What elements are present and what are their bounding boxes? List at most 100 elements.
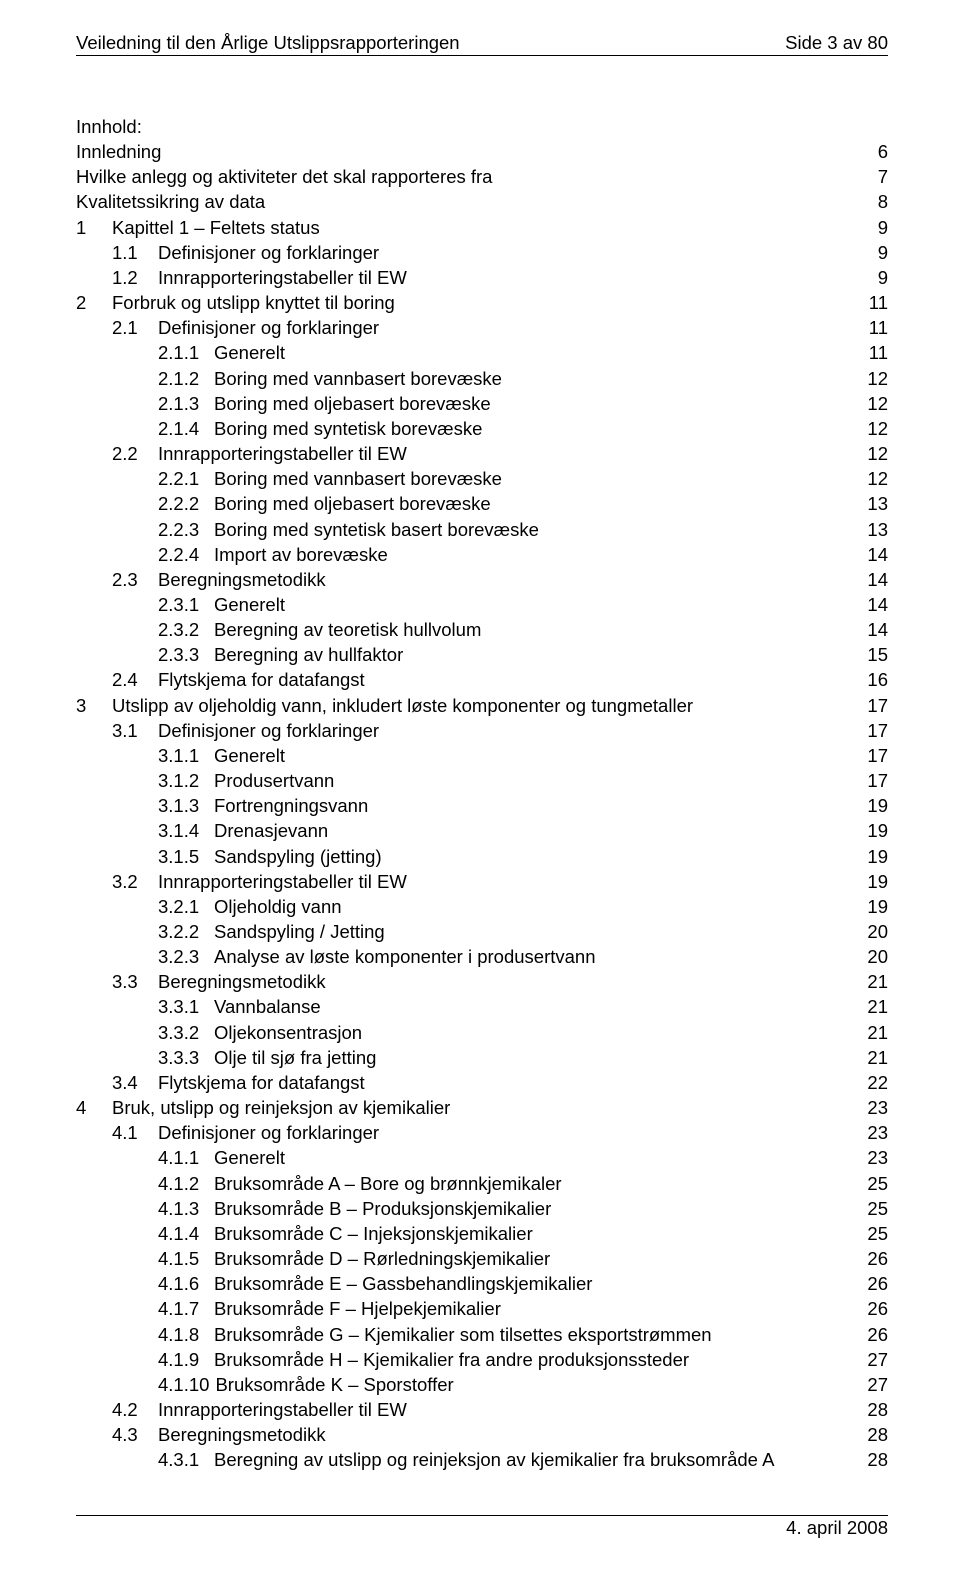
toc-section-number: 3.2.2 <box>158 919 214 944</box>
toc-page-number: 26 <box>862 1296 888 1321</box>
toc-section-number: 3.1 <box>112 718 158 743</box>
toc-entry: 2.2.2Boring med oljebasert borevæske13 <box>76 491 888 516</box>
toc-page-number: 9 <box>862 265 888 290</box>
toc-page-number: 23 <box>862 1095 888 1120</box>
toc-section-number: 3.1.4 <box>158 818 214 843</box>
toc-page-number: 14 <box>862 617 888 642</box>
toc-label: Produsertvann <box>214 768 334 793</box>
toc-page-number: 23 <box>862 1120 888 1145</box>
toc-page-number: 28 <box>862 1447 888 1472</box>
toc-page-number: 17 <box>862 718 888 743</box>
toc-entry: 4.1.9Bruksområde H – Kjemikalier fra and… <box>76 1347 888 1372</box>
toc-label: Import av borevæske <box>214 542 388 567</box>
toc-entry: 4.1.1Generelt 23 <box>76 1145 888 1170</box>
page-header: Veiledning til den Årlige Utslippsrappor… <box>76 32 888 56</box>
toc-section-number: 4.1.2 <box>158 1171 214 1196</box>
toc-section-number: 2.1.1 <box>158 340 214 365</box>
toc-page-number: 19 <box>862 894 888 919</box>
toc-label: Bruksområde B – Produksjonskjemikalier <box>214 1196 551 1221</box>
toc-label: Bruksområde C – Injeksjonskjemikalier <box>214 1221 533 1246</box>
toc-label: Bruk, utslipp og reinjeksjon av kjemikal… <box>112 1095 450 1120</box>
toc-entry: Kvalitetssikring av data8 <box>76 189 888 214</box>
toc-entry: 3.3.3Olje til sjø fra jetting21 <box>76 1045 888 1070</box>
toc-entry: 4.1.8Bruksområde G – Kjemikalier som til… <box>76 1322 888 1347</box>
toc-page-number: 21 <box>862 969 888 994</box>
toc-label: Bruksområde E – Gassbehandlingskjemikali… <box>214 1271 592 1296</box>
toc-chapter-number: 2 <box>76 290 112 315</box>
toc-page-number: 19 <box>862 818 888 843</box>
toc-section-number: 4.1.9 <box>158 1347 214 1372</box>
page-footer: 4. april 2008 <box>76 1515 888 1539</box>
toc-entry: 3.3Beregningsmetodikk21 <box>76 969 888 994</box>
toc-section-number: 1.1 <box>112 240 158 265</box>
toc-entry: 3.1.5Sandspyling (jetting)19 <box>76 844 888 869</box>
toc-entry: 3.2.2Sandspyling / Jetting20 <box>76 919 888 944</box>
toc-section-number: 2.2.3 <box>158 517 214 542</box>
toc-label: Generelt <box>214 743 285 768</box>
toc-page-number: 22 <box>862 1070 888 1095</box>
toc-page-number: 11 <box>862 290 888 315</box>
toc-label: Bruksområde F – Hjelpekjemikalier <box>214 1296 501 1321</box>
toc-entry: 2.4Flytskjema for datafangst16 <box>76 667 888 692</box>
toc-section-number: 2.2 <box>112 441 158 466</box>
toc-label: Generelt <box>214 1145 285 1170</box>
toc-label: Oljeholdig vann <box>214 894 342 919</box>
toc-entry: 3.1.2Produsertvann17 <box>76 768 888 793</box>
toc-section-number: 3.1.1 <box>158 743 214 768</box>
toc-section-number: 4.2 <box>112 1397 158 1422</box>
toc-section-number: 2.1.2 <box>158 366 214 391</box>
toc-label: Oljekonsentrasjon <box>214 1020 362 1045</box>
toc-section-number: 2.3.1 <box>158 592 214 617</box>
toc-entry: 4.1.7Bruksområde F – Hjelpekjemikalier26 <box>76 1296 888 1321</box>
toc-label: Generelt <box>214 340 285 365</box>
toc-section-number: 2.2.2 <box>158 491 214 516</box>
toc-page-number: 6 <box>862 139 888 164</box>
document-page: Veiledning til den Årlige Utslippsrappor… <box>0 0 960 1512</box>
toc-entry: 2Forbruk og utslipp knyttet til boring11 <box>76 290 888 315</box>
toc-page-number: 20 <box>862 944 888 969</box>
toc-section-number: 4.1 <box>112 1120 158 1145</box>
toc-label: Flytskjema for datafangst <box>158 667 365 692</box>
toc-page-number: 15 <box>862 642 888 667</box>
toc-entry: 4.2Innrapporteringstabeller til EW28 <box>76 1397 888 1422</box>
toc-section-number: 2.1.4 <box>158 416 214 441</box>
toc-label: Beregning av teoretisk hullvolum <box>214 617 481 642</box>
toc-section-number: 4.1.1 <box>158 1145 214 1170</box>
toc-section-number: 3.3.3 <box>158 1045 214 1070</box>
toc-page-number: 13 <box>862 491 888 516</box>
toc-label: Bruksområde A – Bore og brønnkjemikaler <box>214 1171 562 1196</box>
toc-entry: 2.1.4Boring med syntetisk borevæske12 <box>76 416 888 441</box>
toc-entry: 2.3Beregningsmetodikk14 <box>76 567 888 592</box>
toc-page-number: 21 <box>862 994 888 1019</box>
toc-section-number: 4.3 <box>112 1422 158 1447</box>
toc-entry: 2.2Innrapporteringstabeller til EW12 <box>76 441 888 466</box>
toc-entry: 2.1.1Generelt11 <box>76 340 888 365</box>
toc-label: Vannbalanse <box>214 994 321 1019</box>
toc-page-number: 28 <box>862 1422 888 1447</box>
toc-label: Boring med syntetisk basert borevæske <box>214 517 539 542</box>
toc-entry: Innledning6 <box>76 139 888 164</box>
toc-chapter-number: 4 <box>76 1095 112 1120</box>
toc-section-number: 3.3 <box>112 969 158 994</box>
toc-section-number: 3.2.3 <box>158 944 214 969</box>
toc-section-number: 4.1.10 <box>158 1372 215 1397</box>
toc-page-number: 23 <box>862 1145 888 1170</box>
toc-label: Definisjoner og forklaringer <box>158 1120 379 1145</box>
toc-section-number: 3.1.3 <box>158 793 214 818</box>
toc-entry: Hvilke anlegg og aktiviteter det skal ra… <box>76 164 888 189</box>
toc-label: Olje til sjø fra jetting <box>214 1045 376 1070</box>
toc-section-number: 2.3.3 <box>158 642 214 667</box>
toc-entry: 4.1.2Bruksområde A – Bore og brønnkjemik… <box>76 1171 888 1196</box>
toc-section-number: 4.1.5 <box>158 1246 214 1271</box>
toc-label: Innrapporteringstabeller til EW <box>158 265 407 290</box>
toc-section-number: 4.1.6 <box>158 1271 214 1296</box>
toc-label: Boring med vannbasert borevæske <box>214 366 502 391</box>
toc-label: Beregning av utslipp og reinjeksjon av k… <box>214 1447 774 1472</box>
toc-label: Boring med syntetisk borevæske <box>214 416 482 441</box>
toc-entry: 3.1.3Fortrengningsvann19 <box>76 793 888 818</box>
toc-entry: 4.1.6Bruksområde E – Gassbehandlingskjem… <box>76 1271 888 1296</box>
toc-label: Sandspyling (jetting) <box>214 844 382 869</box>
toc-section-number: 2.2.1 <box>158 466 214 491</box>
toc-label: Innrapporteringstabeller til EW <box>158 869 407 894</box>
toc-entry: 4.1Definisjoner og forklaringer 23 <box>76 1120 888 1145</box>
